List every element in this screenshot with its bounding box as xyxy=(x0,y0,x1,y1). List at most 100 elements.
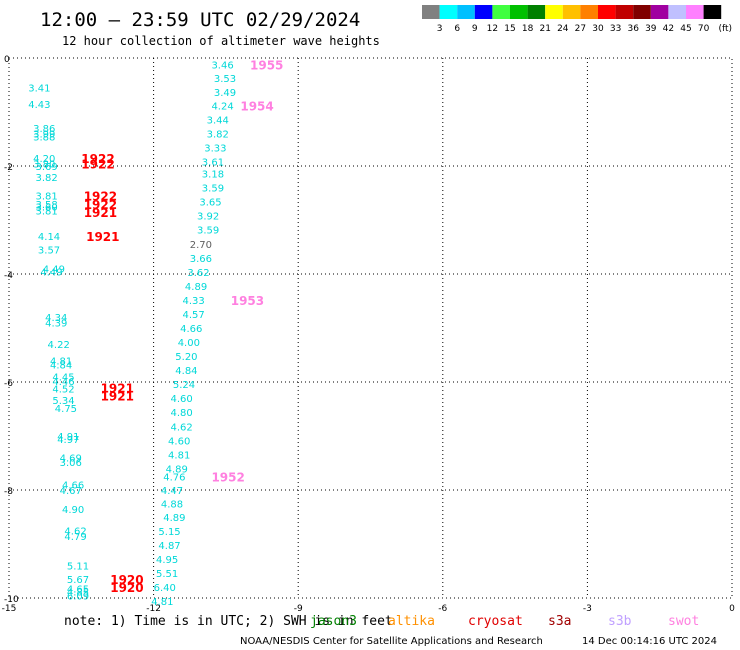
colorbar-label: 3 xyxy=(437,24,443,34)
pass-number-label: 1921 xyxy=(101,390,134,404)
wave-height-value: 4.81 xyxy=(168,450,190,461)
wave-height-value: 4.97 xyxy=(57,435,79,446)
wave-height-value: 3.80 xyxy=(33,159,55,170)
wave-height-value: 3.82 xyxy=(36,173,58,184)
wave-height-value: 4.69 xyxy=(60,454,82,465)
pass-number-label: 1922 xyxy=(81,157,114,171)
pass-number-label: 1953 xyxy=(231,294,264,308)
wave-height-value: 3.44 xyxy=(207,116,229,127)
wave-height-values: 3.414.433.863.993.884.203.803.693.823.81… xyxy=(28,60,236,608)
x-tick-label: -3 xyxy=(583,604,592,614)
wave-height-value: 3.59 xyxy=(197,226,219,237)
wave-height-value: 4.34 xyxy=(45,313,67,324)
wave-height-value: 3.61 xyxy=(202,158,224,169)
colorbar-swatch xyxy=(686,5,704,19)
colorbar-swatch xyxy=(527,5,546,19)
pass-number-label: 1921 xyxy=(101,381,134,395)
wave-height-value: 4.47 xyxy=(161,486,183,497)
colorbar-unit: (ft) xyxy=(718,24,732,34)
wave-height-value: 4.62 xyxy=(170,422,192,433)
wave-height-value: 4.89 xyxy=(185,282,207,293)
colorbar-swatch xyxy=(633,5,651,19)
wave-height-value: 4.22 xyxy=(48,340,70,351)
wave-height-value: 4.46 xyxy=(52,377,74,388)
footer-timestamp: 14 Dec 00:14:16 UTC 2024 xyxy=(582,636,717,647)
wave-height-value: 4.49 xyxy=(43,265,65,276)
wave-height-value: 6.40 xyxy=(154,583,176,594)
wave-height-value: 4.20 xyxy=(33,154,55,165)
wave-height-value: 4.88 xyxy=(161,500,183,511)
satellite-legend-cryosat: cryosat xyxy=(468,614,523,629)
wave-height-value: 4.87 xyxy=(158,541,180,552)
wave-height-value: 3.92 xyxy=(197,212,219,223)
colorbar-label: 39 xyxy=(645,24,657,34)
wave-height-value: 3.99 xyxy=(33,130,55,141)
satellite-legend-altika: altika xyxy=(388,614,435,629)
plot-grid xyxy=(9,58,732,598)
plot-axes: -15 -12 -9 -6 -3 00-2-4-6-8-10 xyxy=(2,55,735,614)
x-tick-label: -12 xyxy=(146,604,161,614)
wave-height-value: 3.41 xyxy=(28,84,50,95)
wave-height-value: 4.85 xyxy=(67,588,89,599)
pass-number-label: 1955 xyxy=(250,58,283,72)
wave-height-value: 4.62 xyxy=(64,527,86,538)
pass-labels: 1922192219221922192119211921192119201920… xyxy=(81,58,283,595)
wave-height-value: 4.81 xyxy=(50,356,72,367)
footer-credit: NOAA/NESDIS Center for Satellite Applica… xyxy=(240,636,543,647)
wave-height-value: 4.24 xyxy=(211,102,233,113)
wave-height-value: 4.76 xyxy=(163,473,185,484)
colorbar-label: 24 xyxy=(557,24,569,34)
wave-height-value: 5.20 xyxy=(175,352,197,363)
wave-height-value: 3.88 xyxy=(33,132,55,143)
wave-height-value: 4.65 xyxy=(67,584,89,595)
satellite-legend-s3b: s3b xyxy=(608,614,632,629)
wave-height-value: 3.66 xyxy=(190,254,212,265)
colorbar-swatch xyxy=(439,5,458,19)
x-tick-label: -15 xyxy=(2,604,17,614)
x-tick-label: -9 xyxy=(294,604,303,614)
colorbar-swatch xyxy=(545,5,563,19)
colorbar-label: 6 xyxy=(454,24,460,34)
wave-height-value: 4.60 xyxy=(168,436,190,447)
plot-frame xyxy=(8,57,733,599)
wave-height-value: 4.43 xyxy=(28,100,50,111)
wave-height-value: 5.11 xyxy=(67,562,89,573)
wave-height-value: 4.33 xyxy=(183,296,205,307)
colorbar-swatch xyxy=(457,5,475,19)
wave-height-value: 5.51 xyxy=(156,569,178,580)
wave-height-value: 4.66 xyxy=(62,481,84,492)
wave-height-value: 4.49 xyxy=(40,267,62,278)
colorbar-label: 45 xyxy=(680,24,691,34)
wave-height-value: 4.57 xyxy=(183,310,205,321)
x-tick-label: -6 xyxy=(438,604,447,614)
colorbar-label: 42 xyxy=(663,24,674,34)
wave-height-value: 3.60 xyxy=(36,203,58,214)
colorbar-swatch xyxy=(668,5,686,19)
satellite-legend-jason3: jason3 xyxy=(310,614,357,629)
wave-height-value: 5.67 xyxy=(67,575,89,586)
colorbar-swatch xyxy=(474,5,493,19)
colorbar-label: 27 xyxy=(575,24,586,34)
wave-height-value: 4.39 xyxy=(45,319,67,330)
colorbar-label: 21 xyxy=(539,24,550,34)
wave-height-value: 4.45 xyxy=(52,373,74,384)
wave-height-value: 4.60 xyxy=(170,394,192,405)
wave-height-value: 4.90 xyxy=(62,505,84,516)
wave-height-value: 4.84 xyxy=(175,366,197,377)
colorbar-swatch xyxy=(580,5,598,19)
pass-number-label: 1954 xyxy=(240,100,273,114)
colorbar-label: 12 xyxy=(487,24,498,34)
wave-height-value: 3.82 xyxy=(207,130,229,141)
pass-number-label: 1922 xyxy=(81,152,114,166)
wave-height-value: 4.52 xyxy=(52,384,74,395)
wave-height-value: 5.15 xyxy=(158,527,180,538)
colorbar-label: 36 xyxy=(627,24,639,34)
wave-height-value: 3.81 xyxy=(36,192,58,203)
wave-height-value: 3.69 xyxy=(36,162,58,173)
wave-height-value: 5.24 xyxy=(173,380,195,391)
wave-height-value: 4.67 xyxy=(60,486,82,497)
colorbar-label: 18 xyxy=(522,24,534,34)
satellite-legend: jason3 altika cryosat s3a s3b swot xyxy=(310,614,699,629)
colorbar-swatch xyxy=(598,5,616,19)
footer-note: note: 1) Time is in UTC; 2) SWH is in fe… xyxy=(64,614,393,629)
